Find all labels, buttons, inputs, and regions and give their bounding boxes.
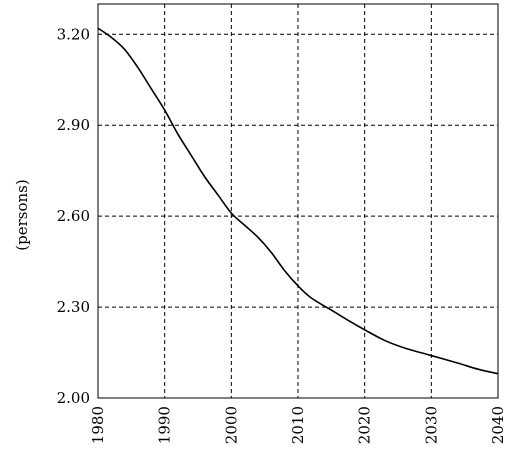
y-tick-label-2.30: 2.30 xyxy=(57,298,90,316)
x-tick-label-2030: 2030 xyxy=(422,406,440,444)
y-tick-label-2.00: 2.00 xyxy=(57,389,90,407)
grid-lines xyxy=(98,4,498,398)
x-tick-label-1990: 1990 xyxy=(156,406,174,444)
plot-frame xyxy=(97,3,499,399)
y-axis-label: (persons) xyxy=(13,179,31,250)
y-tick-label-3.20: 3.20 xyxy=(57,25,90,43)
x-tick-label-2010: 2010 xyxy=(289,406,307,444)
y-tick-label-2.60: 2.60 xyxy=(57,207,90,225)
x-tick-label-2040: 2040 xyxy=(489,406,507,444)
series-layer xyxy=(97,27,499,375)
y-tick-label-2.90: 2.90 xyxy=(57,116,90,134)
x-tick-label-2000: 2000 xyxy=(222,406,240,444)
x-tick-label-2020: 2020 xyxy=(356,406,374,444)
x-tick-label-1980: 1980 xyxy=(89,406,107,444)
x-axis-tick-labels: 1980 1990 2000 2010 2020 2030 2040 xyxy=(89,406,507,444)
y-axis-tick-labels: 2.00 2.30 2.60 2.90 3.20 xyxy=(57,25,90,407)
series-line-0 xyxy=(97,27,499,375)
